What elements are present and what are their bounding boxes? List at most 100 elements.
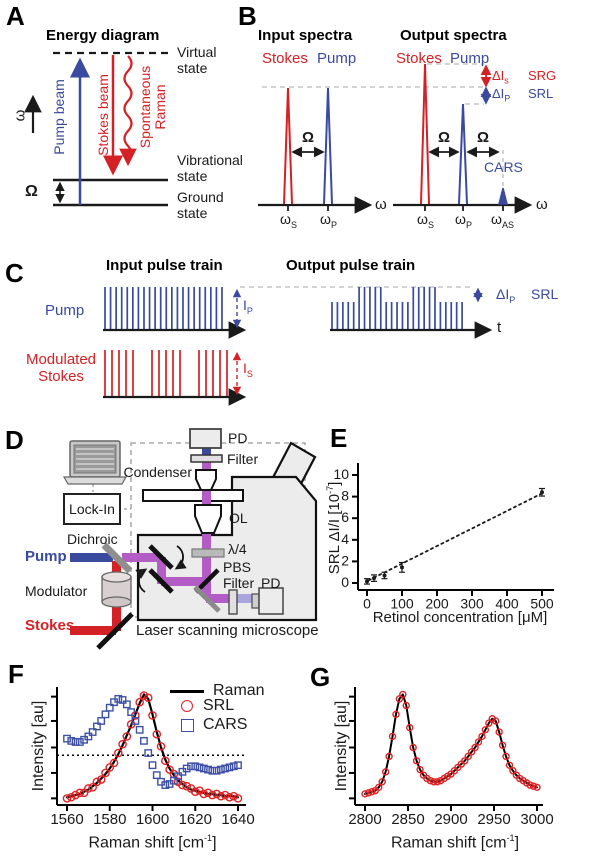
top-filter — [190, 454, 223, 463]
omega-s-tick: ωS — [280, 211, 297, 230]
energy-diagram-graphics — [24, 51, 168, 207]
cars-peak — [498, 187, 508, 205]
modulated-stokes-pulses — [104, 350, 228, 397]
output-pump-header: Pump — [450, 50, 490, 67]
quarter-wave-plate — [191, 548, 225, 558]
stokes-beam-label: Stokes beam — [95, 74, 111, 156]
panel-c-label: C — [5, 258, 24, 288]
input-stokes-header: Stokes — [262, 50, 308, 67]
output-omega-gap-label1: Ω — [438, 129, 451, 146]
output-pump-pulses — [331, 287, 463, 330]
objective-lens — [194, 504, 222, 534]
svg-text:100: 100 — [390, 596, 414, 612]
e-xlabel: Retinol concentration [μM] — [372, 609, 548, 626]
svg-text:2: 2 — [341, 552, 349, 568]
input-spectra-title: Input spectra — [258, 27, 353, 44]
panel-d-label: D — [5, 425, 24, 455]
cars-label: CARS — [484, 159, 523, 175]
pump-train-label: Pump — [45, 302, 85, 319]
svg-text:1560: 1560 — [50, 811, 83, 828]
svg-text:10: 10 — [333, 466, 349, 482]
input-stokes-peak — [283, 87, 293, 205]
legend-row-raman: Raman — [170, 682, 265, 700]
input-pump-peak — [323, 87, 333, 205]
ground-state-label: Ground state — [177, 189, 224, 221]
panel-a-label: A — [6, 1, 25, 31]
legend-row-srl: SRL — [170, 697, 234, 715]
modulated-stokes-label: Modulated Stokes — [25, 351, 97, 385]
condenser-label: Condenser — [123, 464, 193, 480]
input-pump-pulses — [104, 287, 223, 330]
modulator-cylinder — [101, 571, 132, 608]
galvo-mirror-1 — [148, 544, 174, 570]
pd-side-label: PD — [261, 575, 281, 591]
dichroic-mirror — [101, 542, 133, 574]
svg-text:0: 0 — [363, 596, 371, 612]
output-pulse-train-title: Output pulse train — [286, 257, 416, 274]
legend-row-cars: CARS — [170, 716, 247, 734]
svg-text:4: 4 — [341, 531, 349, 547]
raman-line-marker — [170, 689, 204, 693]
svg-text:8: 8 — [341, 488, 349, 504]
svg-text:300: 300 — [460, 596, 484, 612]
galvo-mirror-2 — [148, 568, 174, 594]
delta-is-label: ΔIs — [492, 68, 509, 86]
raman-srl-cars-spectra-chart: 1560 1580 1600 1620 1640 — [50, 687, 255, 828]
svg-text:1580: 1580 — [93, 811, 126, 828]
laptop-icon — [62, 440, 128, 485]
omega-gap-label: Ω — [25, 183, 38, 200]
stokes-input-label: Stokes — [25, 617, 75, 634]
f-ylabel: Intensity [au] — [30, 700, 47, 792]
output-omega-gap-label2: Ω — [477, 129, 490, 146]
pbs-label: PBS — [223, 559, 252, 575]
srl-circle-marker — [181, 700, 193, 712]
svg-text:500: 500 — [530, 596, 554, 612]
retinol-concentration-chart: 0 100 200 300 400 500 0 2 4 6 8 10 — [333, 463, 554, 612]
output-stokes-peak — [420, 63, 430, 205]
panel-b-label: B — [238, 1, 257, 31]
output-spectra-title: Output spectra — [400, 27, 507, 44]
svg-text:200: 200 — [425, 596, 449, 612]
svg-text:1600: 1600 — [136, 811, 169, 828]
svg-text:2850: 2850 — [391, 811, 424, 828]
side-filter — [228, 589, 238, 615]
input-pump-header: Pump — [317, 50, 357, 67]
omega-s-tick-out: ωS — [417, 211, 434, 230]
e-ylabel: SRL ΔI/I [10-7] — [325, 481, 343, 575]
srl-train-label: SRL — [531, 286, 559, 302]
f-xlabel: Raman shift [cm-1] — [88, 833, 217, 852]
svg-text:2800: 2800 — [348, 811, 381, 828]
microscope-setup-graphics — [62, 428, 318, 650]
output-stokes-header: Stokes — [396, 50, 442, 67]
omega-p-tick-out: ωP — [455, 211, 472, 230]
srl-label: SRL — [528, 86, 554, 101]
panel-f-label: F — [8, 659, 24, 689]
pump-beam-label: Pump beam — [51, 79, 67, 155]
dichroic-label: Dichroic — [67, 531, 118, 547]
filter-top-label: Filter — [227, 451, 259, 467]
omega-as-tick: ωAS — [491, 211, 514, 230]
galvo-rotation-arrow-2 — [135, 568, 148, 593]
svg-text:3000: 3000 — [520, 811, 553, 828]
vibrational-state-label: Vibrational state — [177, 152, 243, 184]
pd-top-label: PD — [228, 430, 248, 446]
g-ylabel: Intensity [au] — [333, 700, 350, 792]
is-label: IS — [243, 360, 253, 379]
spontaneous-raman-wavy-arrow — [119, 55, 137, 167]
svg-text:400: 400 — [495, 596, 519, 612]
specimen-stage — [142, 489, 244, 502]
top-photodiode — [189, 428, 222, 449]
svg-text:0: 0 — [341, 574, 349, 590]
pickoff-mirror — [193, 585, 221, 613]
panel-g-label: G — [310, 662, 331, 692]
modulator-label: Modulator — [25, 583, 88, 599]
spontaneous-raman-label: Spontaneous Raman — [137, 65, 168, 149]
input-pulse-train-title: Input pulse train — [106, 257, 223, 274]
svg-text:6: 6 — [341, 509, 349, 525]
omega-p-tick: ωP — [320, 211, 337, 230]
spectra-graphics — [258, 63, 533, 214]
output-pump-peak — [458, 103, 468, 205]
legend-srl-label: SRL — [203, 697, 235, 714]
